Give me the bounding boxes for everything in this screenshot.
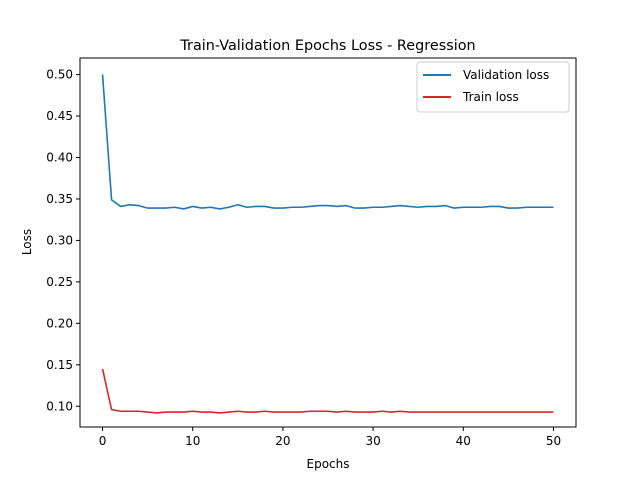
series-layer bbox=[101, 74, 554, 414]
legend-box bbox=[416, 61, 570, 113]
series-line-validation bbox=[101, 74, 554, 210]
y-axis-label: Loss bbox=[20, 229, 34, 255]
legend-label-train: Train loss bbox=[462, 90, 519, 104]
x-tick-label: 10 bbox=[185, 434, 200, 448]
y-tick-label: 0.30 bbox=[46, 233, 73, 247]
y-tick-label: 0.50 bbox=[46, 68, 73, 82]
y-axis: 0.10 0.15 0.20 0.25 0.30 0.35 0.40 0.45 0.50 bbox=[46, 68, 80, 413]
legend: Validation loss Train loss bbox=[416, 61, 570, 113]
x-tick-label: 0 bbox=[99, 434, 107, 448]
x-axis: 0 10 20 30 40 50 bbox=[99, 427, 561, 448]
y-tick-label: 0.15 bbox=[46, 358, 73, 372]
x-tick-label: 40 bbox=[456, 434, 471, 448]
y-tick-label: 0.10 bbox=[46, 399, 73, 413]
x-tick-label: 50 bbox=[546, 434, 561, 448]
y-tick-label: 0.20 bbox=[46, 316, 73, 330]
x-tick-label: 20 bbox=[275, 434, 290, 448]
legend-label-validation: Validation loss bbox=[463, 68, 549, 82]
y-tick-label: 0.40 bbox=[46, 151, 73, 165]
y-tick-label: 0.35 bbox=[46, 192, 73, 206]
chart-title: Train-Validation Epochs Loss - Regressio… bbox=[179, 38, 475, 54]
series-line-train bbox=[101, 368, 554, 414]
x-tick-label: 30 bbox=[365, 434, 380, 448]
plot-frame bbox=[79, 57, 577, 428]
x-axis-label: Epochs bbox=[307, 457, 350, 471]
y-tick-label: 0.45 bbox=[46, 109, 73, 123]
y-tick-label: 0.25 bbox=[46, 275, 73, 289]
